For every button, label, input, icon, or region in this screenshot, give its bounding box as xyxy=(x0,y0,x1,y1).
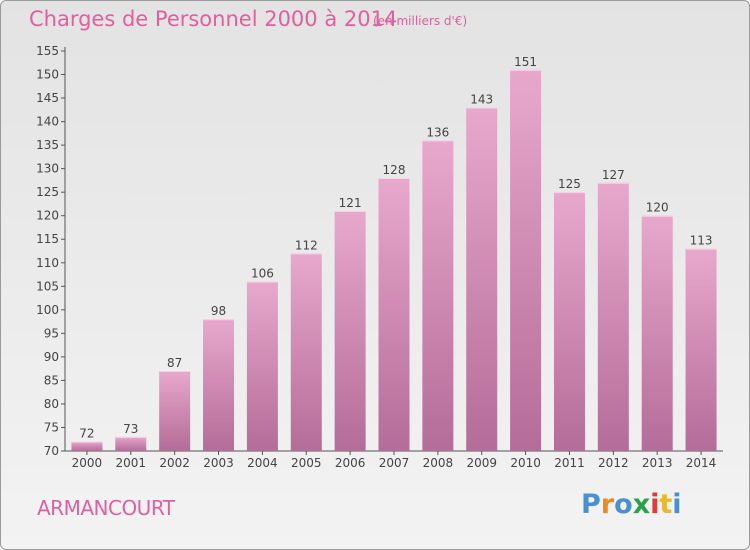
logo-letter: i xyxy=(672,489,682,520)
x-tick-label: 2008 xyxy=(423,456,454,470)
town-name: ARMANCOURT xyxy=(37,496,175,520)
bar xyxy=(597,182,629,451)
data-label: 73 xyxy=(123,422,138,436)
y-tick-label: 100 xyxy=(36,303,59,317)
data-label: 72 xyxy=(79,427,94,441)
data-label: 87 xyxy=(167,356,182,370)
x-tick-label: 2000 xyxy=(72,456,103,470)
x-tick-label: 2013 xyxy=(642,456,673,470)
bar xyxy=(510,69,542,451)
bar xyxy=(553,192,585,452)
bar xyxy=(246,281,278,451)
y-tick-label: 150 xyxy=(36,68,59,82)
data-label: 125 xyxy=(558,177,581,191)
y-tick-label: 110 xyxy=(36,256,59,270)
data-label: 112 xyxy=(295,238,318,252)
bar xyxy=(159,371,191,451)
y-tick-label: 75 xyxy=(44,420,59,434)
bar xyxy=(641,215,673,451)
y-tick-label: 140 xyxy=(36,115,59,129)
x-tick-label: 2014 xyxy=(686,456,717,470)
y-tick-label: 135 xyxy=(36,138,59,152)
bar xyxy=(422,140,454,452)
y-tick-label: 85 xyxy=(44,373,59,387)
bar xyxy=(203,319,235,451)
bar xyxy=(334,211,366,451)
y-tick-label: 145 xyxy=(36,91,59,105)
data-label: 106 xyxy=(251,267,274,281)
data-label: 121 xyxy=(339,196,362,210)
y-tick-label: 120 xyxy=(36,209,59,223)
data-label: 143 xyxy=(470,92,493,106)
bar xyxy=(466,107,498,452)
logo-letter: r xyxy=(600,489,615,520)
y-tick-label: 70 xyxy=(44,444,59,458)
x-tick-label: 2002 xyxy=(159,456,190,470)
y-tick-label: 80 xyxy=(44,397,59,411)
x-tick-label: 2007 xyxy=(379,456,410,470)
proxiti-logo[interactable]: Proxiti xyxy=(581,489,682,520)
logo-letter: o xyxy=(614,489,633,520)
x-tick-label: 2009 xyxy=(466,456,497,470)
bar xyxy=(290,253,322,451)
logo-letter: t xyxy=(659,489,673,520)
x-tick-label: 2011 xyxy=(554,456,585,470)
chart-title: Charges de Personnel 2000 à 2014 xyxy=(29,7,398,31)
y-tick-label: 115 xyxy=(36,232,59,246)
y-tick-label: 155 xyxy=(36,44,59,58)
data-label: 136 xyxy=(426,125,449,139)
bar xyxy=(71,441,103,451)
x-tick-label: 2001 xyxy=(116,456,147,470)
y-tick-label: 90 xyxy=(44,350,59,364)
x-tick-label: 2012 xyxy=(598,456,629,470)
data-label: 98 xyxy=(211,304,226,318)
x-tick-label: 2005 xyxy=(291,456,322,470)
data-label: 113 xyxy=(690,234,713,248)
data-label: 120 xyxy=(646,201,669,215)
x-tick-label: 2010 xyxy=(510,456,541,470)
x-tick-label: 2004 xyxy=(247,456,278,470)
x-tick-label: 2006 xyxy=(335,456,366,470)
chart-subtitle: (en milliers d'€) xyxy=(373,14,468,28)
y-tick-label: 130 xyxy=(36,162,59,176)
logo-letter: i xyxy=(650,489,660,520)
y-tick-label: 105 xyxy=(36,279,59,293)
bar xyxy=(378,178,410,451)
data-label: 127 xyxy=(602,168,625,182)
data-label: 151 xyxy=(514,55,537,69)
bar xyxy=(685,248,717,451)
data-label: 128 xyxy=(383,163,406,177)
y-tick-label: 95 xyxy=(44,326,59,340)
bar xyxy=(115,436,147,451)
logo-letter: P xyxy=(581,489,601,520)
logo-letter: x xyxy=(632,489,651,520)
y-tick-label: 125 xyxy=(36,185,59,199)
x-tick-label: 2003 xyxy=(203,456,234,470)
